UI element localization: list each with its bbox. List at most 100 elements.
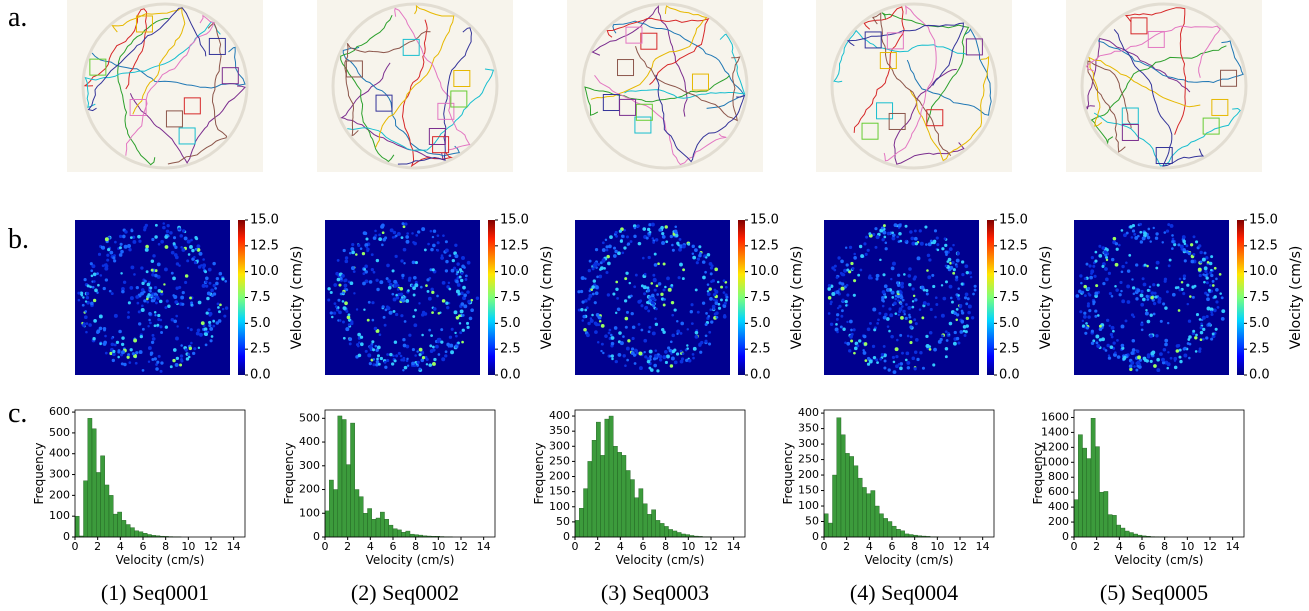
heat-dot xyxy=(418,367,422,371)
heat-dot xyxy=(594,264,598,268)
box xyxy=(619,98,637,116)
heat-dot xyxy=(359,247,363,250)
y-tick-label: 350 xyxy=(549,424,570,437)
heat-dot xyxy=(118,329,122,334)
heat-dot xyxy=(643,338,648,343)
heat-dot xyxy=(722,291,726,294)
heat-dot xyxy=(104,266,109,271)
heat-dot xyxy=(1139,240,1144,244)
heat-dot xyxy=(440,328,444,332)
heat-dot xyxy=(1125,261,1128,265)
heat-dot xyxy=(178,285,182,290)
heat-dot xyxy=(418,353,422,357)
heat-dot xyxy=(402,338,406,342)
heat-dot xyxy=(411,260,416,265)
heat-dot xyxy=(215,277,219,281)
heat-dot xyxy=(1131,338,1136,343)
heat-dot xyxy=(1128,253,1132,257)
heat-dot xyxy=(702,275,706,280)
heat-dot xyxy=(208,320,212,324)
x-tick-label: 14 xyxy=(477,540,491,553)
heat-dot xyxy=(1131,286,1136,290)
y-tick-label: 100 xyxy=(549,500,570,513)
heat-dot xyxy=(676,332,679,336)
y-tick-label: 1400 xyxy=(1041,425,1069,438)
heat-dot xyxy=(671,248,675,252)
heat-dot xyxy=(186,326,190,330)
heat-dot xyxy=(905,241,909,245)
heat-dot xyxy=(840,286,845,291)
heat-dot xyxy=(362,231,367,236)
heat-dot xyxy=(396,288,400,291)
heat-dot xyxy=(706,252,711,257)
heat-dot xyxy=(421,227,426,232)
heat-dot xyxy=(664,360,668,364)
colorbar-tick-label: 15.0 xyxy=(500,213,529,228)
heat-dot xyxy=(1085,262,1089,266)
heat-dot xyxy=(595,313,600,317)
heat-dot xyxy=(335,271,339,276)
trajectory xyxy=(167,21,228,165)
heat-dot xyxy=(895,355,899,359)
heat-dot xyxy=(151,337,156,341)
heat-dot xyxy=(470,308,474,313)
colorbar-tick-label: 10.0 xyxy=(250,264,279,279)
heat-dot xyxy=(903,313,906,316)
y-tick-label: 250 xyxy=(549,454,570,467)
heat-dot xyxy=(420,350,425,355)
bar xyxy=(896,529,901,538)
heat-dot xyxy=(84,310,88,313)
heat-dot xyxy=(372,236,377,240)
heat-dot xyxy=(345,309,349,313)
heat-dot xyxy=(375,348,379,352)
bar xyxy=(405,530,411,538)
heat-dot xyxy=(392,309,396,313)
heat-dot xyxy=(882,315,887,320)
heat-dot xyxy=(425,363,429,366)
heat-dot xyxy=(844,246,848,249)
y-tick-label: 300 xyxy=(299,459,320,472)
heat-dot xyxy=(907,306,912,310)
heat-dot xyxy=(1182,277,1186,281)
heat-dot xyxy=(1116,339,1119,342)
heat-dot xyxy=(175,356,180,361)
heat-dot xyxy=(1178,348,1182,352)
heat-dot xyxy=(215,281,219,286)
heat-dot xyxy=(180,295,185,300)
heat-dot xyxy=(1131,223,1136,228)
heat-dot xyxy=(388,310,393,315)
heat-dot xyxy=(875,235,880,240)
heat-dot xyxy=(455,334,458,338)
heat-dot xyxy=(647,330,651,334)
heat-dot xyxy=(617,251,621,256)
heat-dot xyxy=(846,268,850,272)
heat-dot xyxy=(1117,243,1121,247)
heat-dot xyxy=(420,285,423,289)
heat-dot xyxy=(215,321,219,325)
heat-dot xyxy=(848,349,852,353)
heat-dot xyxy=(115,340,120,344)
heat-dot xyxy=(1120,289,1123,293)
heat-dot xyxy=(860,254,865,258)
heat-dot xyxy=(940,284,944,287)
heat-dot xyxy=(1182,292,1186,296)
heat-dot xyxy=(216,302,220,306)
heat-dot xyxy=(1152,312,1156,316)
heat-dot xyxy=(432,243,436,248)
heat-dot xyxy=(426,278,430,282)
heat-dot xyxy=(604,238,608,242)
colorbar-tick-label: 0.0 xyxy=(1249,368,1270,383)
heat-dot xyxy=(694,248,698,253)
heat-dot xyxy=(1199,250,1203,255)
heat-dot xyxy=(646,359,651,364)
heat-dot xyxy=(894,347,899,352)
heat-dot xyxy=(843,268,848,273)
heat-dot xyxy=(348,251,352,255)
heat-dot xyxy=(111,358,116,363)
heat-dot xyxy=(633,234,637,239)
heat-dot xyxy=(148,318,151,322)
heat-dot xyxy=(406,232,410,235)
heat-dot xyxy=(1176,286,1180,289)
heat-dot xyxy=(441,299,446,303)
heat-dot xyxy=(210,288,214,293)
